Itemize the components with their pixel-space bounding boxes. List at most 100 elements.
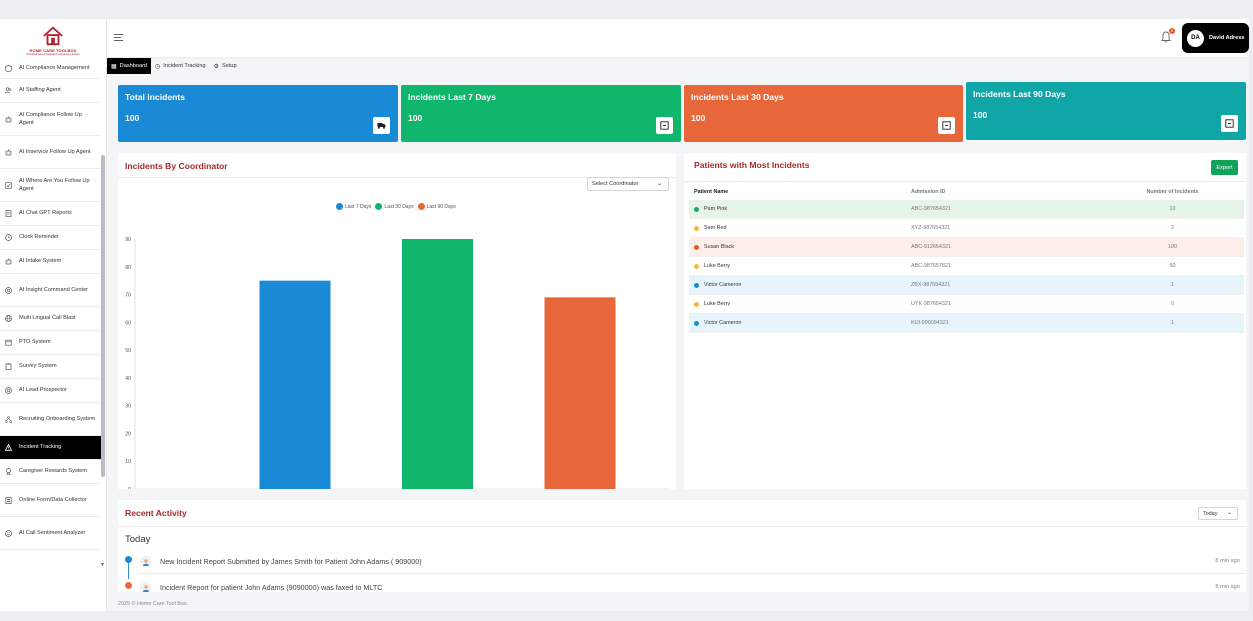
table-row[interactable]: Pam Pink ABC-987654321 10	[689, 200, 1244, 219]
stat-card-value: 100	[408, 113, 423, 123]
logo[interactable]: HOME CARE TOOLBOX Simplified care & inte…	[22, 25, 84, 65]
activity-item[interactable]: Incident Report for patient John Adams (…	[118, 579, 1246, 592]
table-row[interactable]: Luke Berry ABC-987657821 50	[689, 257, 1244, 276]
patient-name: Pam Pink	[704, 206, 728, 212]
sidebar-item-ai-compliance-management[interactable]: AI Compliance Management	[0, 59, 101, 79]
sidebar: HOME CARE TOOLBOX Simplified care & inte…	[0, 19, 107, 611]
patient-name: Susan Black	[704, 244, 734, 250]
timeline-line	[128, 563, 129, 579]
legend-swatch	[336, 203, 343, 210]
bell-icon[interactable]	[1161, 31, 1171, 43]
sidebar-item-survey-system[interactable]: Survey System	[0, 355, 101, 379]
table-row[interactable]: Luke Berry UYK-987654321 0	[689, 295, 1244, 314]
sidebar-item-incident-tracking[interactable]: Incident Tracking	[0, 436, 101, 460]
sidebar-item-pto-system[interactable]: PTO System	[0, 331, 101, 355]
truck-icon	[373, 117, 390, 134]
sidebar-item-online-form-data-collector[interactable]: Online Form/Data Collector	[0, 484, 101, 517]
sidebar-scrollbar[interactable]	[101, 155, 105, 477]
sidebar-item-ai-compliance-follow-up-agent[interactable]: AI Compliance Follow Up Agent	[0, 103, 101, 136]
stat-card-incidents-last-90-days[interactable]: Incidents Last 90 Days 100	[966, 82, 1246, 140]
sidebar-item-label: Caregiver Rewards System	[19, 468, 88, 475]
status-dot	[694, 320, 699, 326]
sidebar-item-clock-reminder[interactable]: Clock Reminder	[0, 226, 101, 250]
stat-card-title: Total Incidents	[125, 92, 186, 102]
coordinator-select[interactable]: Select Coordinator ⌄	[587, 177, 669, 191]
sidebar-item-label: AI Chat GPT Reports	[19, 210, 72, 217]
y-tick-label: 60	[125, 320, 131, 326]
table-row[interactable]: Victor Cameron KUI-990094321 1	[689, 314, 1244, 333]
sidebar-item-ai-intake-system[interactable]: AI Intake System	[0, 250, 101, 274]
legend-swatch	[417, 203, 425, 210]
activity-text: Incident Report for patient John Adams (…	[160, 583, 383, 592]
chevron-down-icon: ⌄	[1226, 510, 1232, 516]
activity-item[interactable]: New Incident Report Submitted by James S…	[118, 553, 1246, 579]
scroll-down-arrow-icon[interactable]: ▼	[100, 562, 105, 568]
activity-filter-select[interactable]: Today ⌄	[1198, 507, 1238, 520]
tab-dashboard[interactable]: ▦ Dashboard	[107, 58, 152, 74]
user-menu[interactable]: DA David Adress	[1182, 23, 1249, 53]
patients-table: Patient Name Admission ID Number of Inci…	[689, 183, 1244, 333]
tab-label: Dashboard	[119, 63, 148, 69]
sidebar-item-ai-lead-prospector[interactable]: AI Lead Prospector	[0, 379, 101, 403]
activity-text: New Incident Report Submitted by James S…	[160, 557, 422, 566]
patient-name-cell: Susan Black	[689, 244, 911, 250]
sidebar-item-ai-staffing-agent[interactable]: AI Staffing Agent	[0, 79, 101, 103]
user-avatar-icon	[140, 582, 151, 592]
grid-icon: ▦	[111, 63, 117, 70]
table-row[interactable]: Sam Red XYZ-987654321 2	[689, 219, 1244, 238]
sidebar-item-ai-where-are-you-follow-up-agent[interactable]: AI Where Are You Follow Up Agent	[0, 169, 101, 202]
column-header-admission-id[interactable]: Admission ID	[911, 188, 946, 195]
sidebar-item-label: AI Insight Command Center	[19, 286, 89, 293]
y-tick-label: 10	[125, 459, 131, 465]
admission-id: ABC-987657821	[911, 263, 951, 269]
table-row[interactable]: Susan Black ABC-912654321 100	[689, 238, 1244, 257]
patient-name: Luke Berry	[704, 263, 731, 269]
column-header-patient-name[interactable]: Patient Name	[694, 188, 729, 195]
incident-count: 2	[1171, 225, 1174, 231]
stat-card-total-incidents[interactable]: Total Incidents 100	[118, 85, 398, 142]
y-tick-label: 80	[125, 265, 131, 271]
patient-name-cell: Sam Red	[689, 225, 911, 231]
sidebar-item-caregiver-rewards-system[interactable]: Caregiver Rewards System	[0, 460, 101, 484]
stat-card-title: Incidents Last 7 Days	[408, 92, 496, 102]
sentiment-icon	[5, 529, 12, 537]
sidebar-item-label: AI Compliance Management	[19, 65, 90, 72]
stat-card-title: Incidents Last 30 Days	[691, 92, 784, 102]
sidebar-item-multi-lingual-call-blast[interactable]: Multi Lingual Call Blast	[0, 307, 101, 331]
tab-setup[interactable]: ⚙ Setup	[210, 58, 241, 74]
incident-count: 1	[1171, 320, 1174, 326]
coordinator-panel: Incidents By Coordinator Select Coordina…	[118, 153, 676, 489]
column-header-incident-count[interactable]: Number of Incidents	[1146, 188, 1199, 195]
status-dot	[694, 263, 699, 269]
patient-name: Sam Red	[704, 225, 727, 231]
coordinator-panel-title: Incidents By Coordinator	[125, 161, 228, 171]
tab-incident-tracking[interactable]: ◷ Incident Tracking	[151, 58, 210, 74]
sidebar-item-label: AI Call Sentiment Analyzer	[19, 529, 86, 536]
legend-item[interactable]: Last 30 Days	[375, 203, 414, 210]
patients-panel-title: Patients with Most Incidents	[694, 160, 810, 170]
sidebar-item-ai-insight-command-center[interactable]: AI Insight Command Center	[0, 274, 101, 307]
export-button[interactable]: Export	[1211, 160, 1238, 175]
status-dot	[694, 244, 699, 250]
table-row[interactable]: Victor Cameron ZBX-987654321 1	[689, 276, 1244, 295]
stat-card-incidents-last-7-days[interactable]: Incidents Last 7 Days 100	[401, 85, 681, 142]
user-avatar-icon	[140, 556, 151, 567]
sidebar-item-ai-call-sentiment-analyzer[interactable]: AI Call Sentiment Analyzer	[0, 517, 101, 550]
legend-item[interactable]: Last 90 Days	[417, 203, 456, 210]
y-tick-label: 40	[125, 376, 131, 382]
sidebar-item-label: AI Inservice Follow Up Agent	[19, 148, 91, 155]
clock-icon: ◷	[155, 63, 161, 70]
sidebar-item-ai-inservice-follow-up-agent[interactable]: AI Inservice Follow Up Agent	[0, 136, 101, 169]
bar-chart: 0102030405060708090Total Incidents By Co…	[125, 237, 670, 489]
sidebar-item-recruiting-onboarding-system[interactable]: Recruiting Onboarding System	[0, 403, 101, 436]
tab-label: Incident Tracking	[163, 63, 206, 69]
legend-item[interactable]: Last 7 Days	[336, 203, 371, 210]
coordinator-select-label: Select Coordinator	[592, 181, 639, 187]
admission-id: ABC-912654321	[911, 244, 951, 250]
stat-card-incidents-last-30-days[interactable]: Incidents Last 30 Days 100	[684, 85, 963, 142]
hamburger-menu-icon[interactable]	[114, 34, 123, 41]
robot-icon	[5, 116, 12, 123]
notification-badge: 0	[1169, 28, 1175, 34]
globe-icon	[5, 315, 12, 322]
sidebar-item-ai-chat-gpt-reports[interactable]: AI Chat GPT Reports	[0, 202, 101, 226]
